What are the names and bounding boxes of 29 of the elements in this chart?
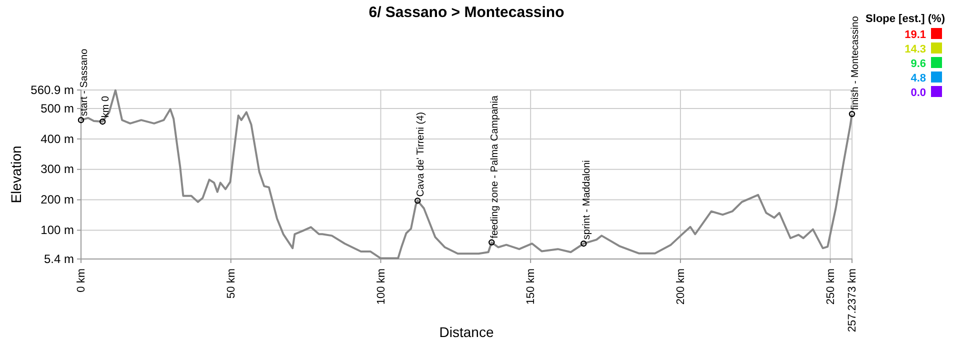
y-tick-label: 300 m bbox=[40, 162, 74, 176]
color-bar-label: 19.1 bbox=[904, 29, 926, 41]
x-tick-label: 150 km bbox=[525, 268, 538, 305]
annotation: Cava de' Tirreni (4) bbox=[416, 112, 427, 197]
y-tick-label: 100 m bbox=[40, 223, 74, 238]
y-tick-label: 560.9 m bbox=[30, 82, 74, 97]
color-bar-label: 9.6 bbox=[910, 58, 926, 70]
y-tick-label: 400 m bbox=[40, 132, 74, 146]
annotation: km 0 bbox=[100, 96, 112, 118]
annotation: sprint - Maddaloni bbox=[582, 160, 593, 240]
color-bar-title: Slope [est.] (%) bbox=[866, 13, 946, 25]
y-tick-label: 5.4 m bbox=[44, 252, 74, 266]
annotation: feeding zone - Palma Campania bbox=[490, 95, 501, 238]
x-tick-label: 0 km bbox=[76, 268, 88, 292]
x-tick-label: 200 km bbox=[674, 268, 687, 305]
x-tick-label: 257.2373 km bbox=[846, 268, 859, 332]
annotation: start - Sassano bbox=[79, 48, 90, 116]
color-bar-label: 4.8 bbox=[910, 72, 926, 84]
x-tick-label: 100 km bbox=[375, 268, 388, 305]
annotation: finish - Montecassino bbox=[850, 16, 861, 110]
x-tick-label: 250 km bbox=[824, 268, 837, 305]
y-tick-label: 200 m bbox=[40, 192, 74, 207]
chart-title: 6/ Sassano > Montecassino bbox=[368, 4, 564, 21]
color-bar-label: 0.0 bbox=[910, 87, 926, 99]
x-tick-label: 50 km bbox=[225, 268, 238, 298]
y-tick-label: 500 m bbox=[40, 101, 74, 116]
color-bar-label: 14.3 bbox=[904, 44, 926, 56]
x-axis-title: Distance bbox=[439, 324, 494, 340]
y-axis-title: Elevation bbox=[8, 146, 24, 204]
